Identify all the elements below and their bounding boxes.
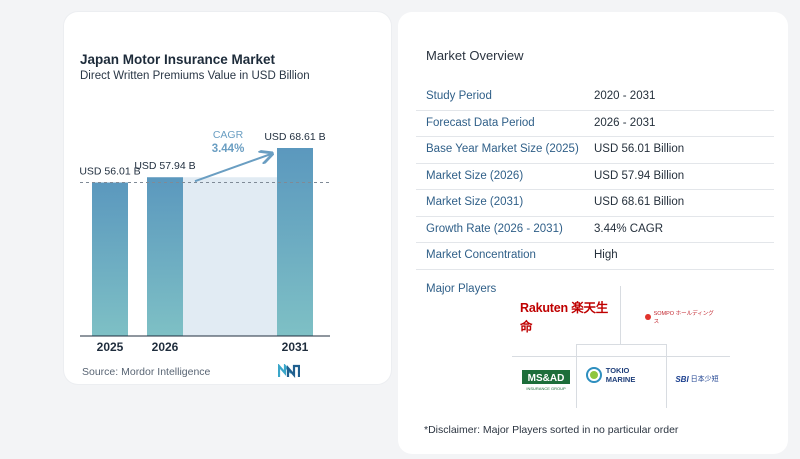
- rakuten-logo-text: Rakuten 楽天生命: [520, 301, 609, 334]
- tokio-marine-logo-text: TOKIO MARINE: [605, 366, 636, 384]
- msad-logo-icon: MS&AD INSURANCE GROUP: [522, 370, 570, 391]
- sompo-logo: SOMPO ホールディングス: [645, 310, 715, 325]
- msad-logo-subtext: INSURANCE GROUP: [526, 386, 566, 391]
- table-row: Growth Rate (2026 - 2031) 3.44% CAGR: [416, 217, 774, 243]
- chart-subtitle: Direct Written Premiums Value in USD Bil…: [80, 70, 310, 82]
- table-row: Study Period 2020 - 2031: [416, 84, 774, 111]
- row-value: 2026 - 2031: [594, 116, 656, 129]
- row-label: Forecast Data Period: [426, 116, 535, 129]
- chart-card: [64, 12, 391, 384]
- row-value: 3.44% CAGR: [594, 222, 664, 235]
- row-label: Market Size (2026): [426, 169, 524, 182]
- row-value: 2020 - 2031: [594, 90, 656, 102]
- table-row: Market Size (2031) USD 68.61 Billion: [416, 190, 774, 217]
- sbi-logo: SBI 日本少短: [674, 372, 720, 386]
- table-row: Market Concentration High: [416, 243, 774, 270]
- source-note: Source: Mordor Intelligence: [82, 366, 211, 378]
- overview-table: Study Period 2020 - 2031 Forecast Data P…: [416, 84, 774, 270]
- row-value: USD 56.01 Billion: [594, 143, 685, 155]
- row-label: Growth Rate (2026 - 2031): [426, 222, 563, 235]
- row-label: Base Year Market Size (2025): [426, 143, 579, 155]
- players-divider: [620, 286, 621, 344]
- chart-title: Japan Motor Insurance Market: [80, 52, 276, 67]
- players-divider: [666, 344, 667, 408]
- row-value: USD 68.61 Billion: [594, 196, 685, 208]
- row-value: USD 57.94 Billion: [594, 169, 685, 182]
- players-divider: [576, 344, 577, 408]
- mordor-logo-icon: [278, 364, 300, 378]
- tokio-marine-mark-icon: [586, 367, 602, 383]
- msad-logo-text: MS&AD: [528, 373, 565, 384]
- row-label: Market Concentration: [426, 249, 536, 261]
- disclaimer-note: *Disclaimer: Major Players sorted in no …: [424, 424, 679, 436]
- table-row: Forecast Data Period 2026 - 2031: [416, 111, 774, 137]
- row-label: Market Size (2031): [426, 196, 524, 208]
- table-row: Base Year Market Size (2025) USD 56.01 B…: [416, 137, 774, 164]
- players-title: Major Players: [426, 283, 497, 295]
- msad-logo: MS&AD INSURANCE GROUP: [522, 370, 570, 392]
- sbi-logo-subtext: 日本少短: [690, 376, 719, 383]
- sbi-logo-text: SBI: [675, 374, 689, 384]
- tokio-marine-logo: TOKIO MARINE: [586, 364, 660, 386]
- sompo-dot-icon: [645, 314, 651, 320]
- row-label: Study Period: [426, 90, 492, 102]
- players-divider: [576, 344, 666, 345]
- row-value: High: [594, 249, 618, 261]
- sompo-logo-text: SOMPO ホールディングス: [653, 311, 714, 325]
- overview-title: Market Overview: [426, 48, 524, 63]
- table-row: Market Size (2026) USD 57.94 Billion: [416, 164, 774, 190]
- rakuten-logo: Rakuten 楽天生命: [520, 301, 612, 334]
- players-divider: [512, 356, 730, 357]
